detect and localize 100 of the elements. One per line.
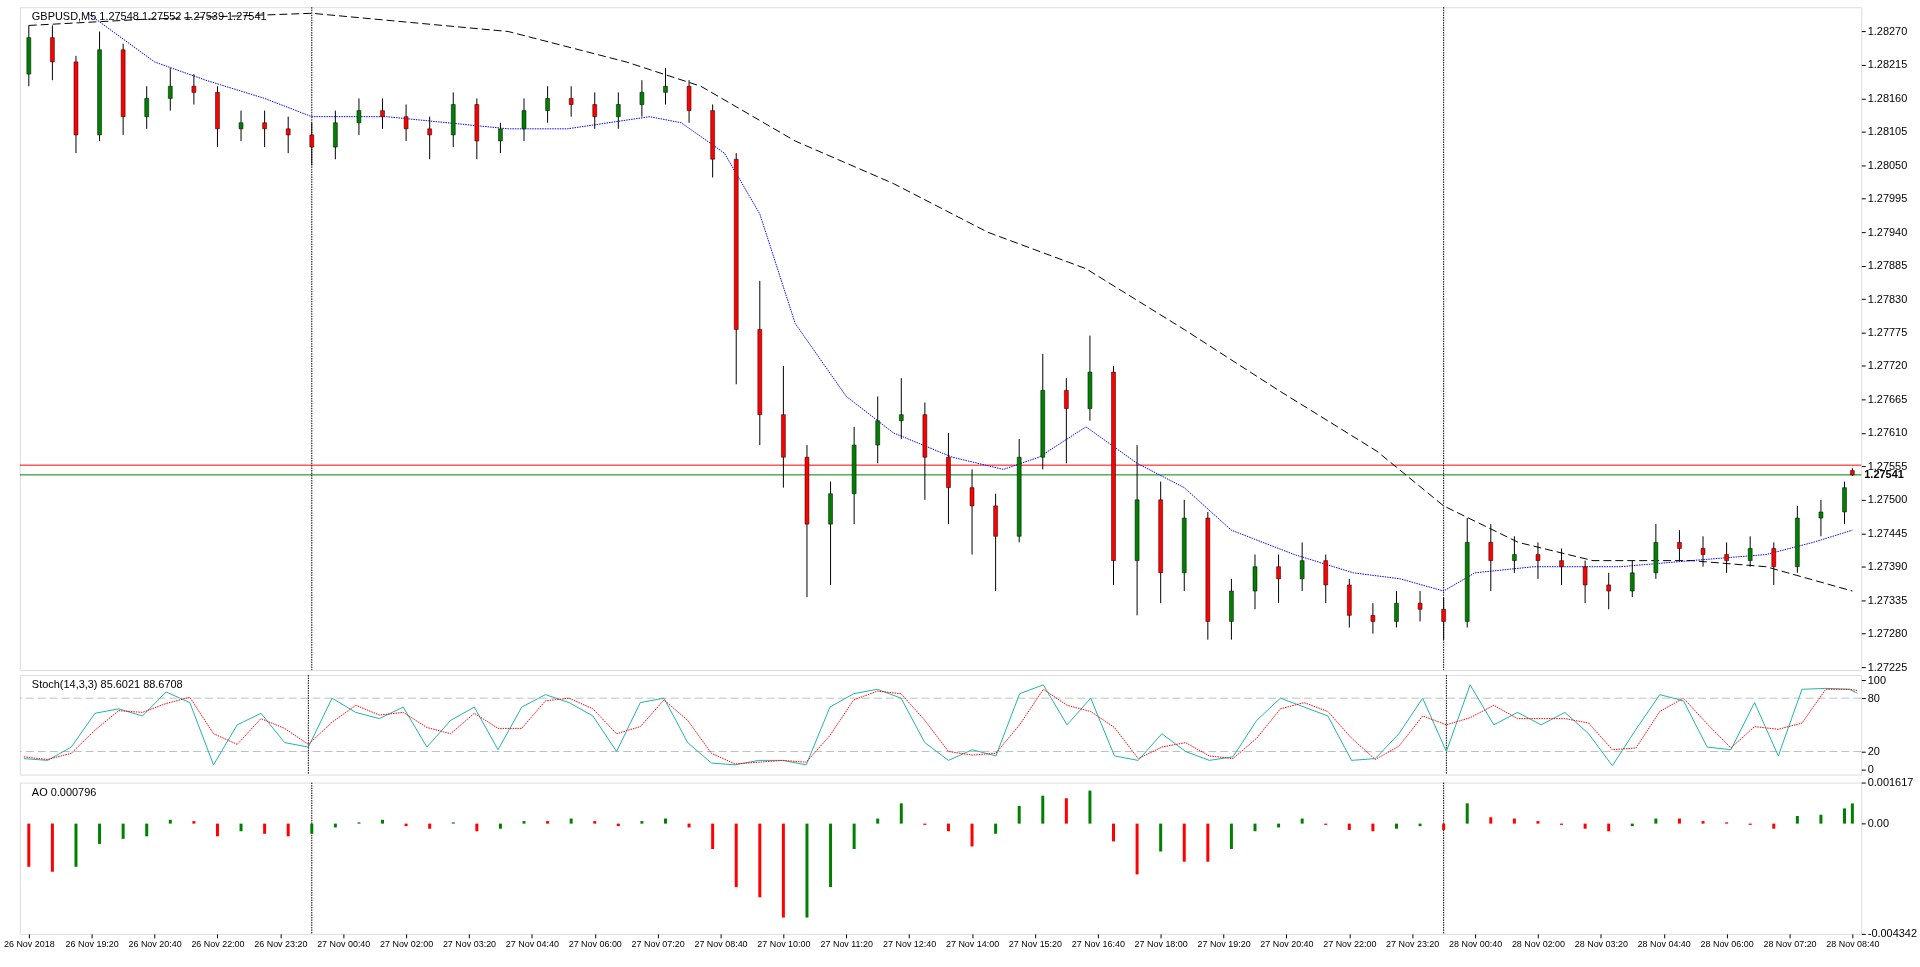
bar [263, 823, 267, 834]
candlestick [521, 97, 527, 142]
bar [546, 821, 550, 824]
bar [1394, 823, 1398, 829]
x-tick-label: 27 Nov 06:00 [568, 939, 622, 950]
candlestick [568, 85, 574, 118]
x-tick-label: 27 Nov 12:40 [883, 939, 937, 950]
x-tick-label: 27 Nov 20:40 [1260, 939, 1314, 950]
bar [1347, 823, 1351, 830]
bar [1112, 823, 1116, 842]
y-tick-label: 1.27665 [1867, 392, 1908, 405]
y-tick-label: 1.27500 [1867, 493, 1908, 506]
bar [239, 823, 243, 832]
bar [1300, 818, 1304, 824]
bar [781, 823, 785, 918]
y-tick-label: 0.001617 [1867, 776, 1914, 789]
y-tick-label: 1.27830 [1867, 292, 1908, 305]
bar [1654, 818, 1658, 824]
x-tick-label: 27 Nov 10:00 [757, 939, 811, 950]
candlestick [238, 110, 244, 142]
bar [428, 823, 432, 829]
bar [970, 823, 974, 847]
candlestick [1512, 535, 1517, 574]
y-tick-label: 0 [1867, 762, 1874, 775]
y-tick-label: 1.28105 [1867, 125, 1908, 138]
bar [121, 823, 125, 839]
bar [1701, 821, 1705, 824]
candlestick [1276, 554, 1281, 604]
chart-title: GBPUSD,M5 1.27548 1.27552 1.27539 1.27541 [31, 10, 267, 23]
bar [1843, 808, 1846, 824]
y-tick-label: 1.27280 [1867, 627, 1908, 640]
candlestick [1559, 547, 1564, 586]
x-tick-label: 26 Nov 23:20 [254, 939, 308, 950]
bar [27, 823, 31, 867]
bar [994, 823, 998, 834]
x-tick-label: 28 Nov 07:20 [1763, 939, 1817, 950]
bar [569, 818, 573, 824]
bar [946, 823, 950, 832]
bar [1064, 798, 1068, 824]
candlestick [1606, 572, 1611, 610]
candlestick [1417, 590, 1423, 622]
bar [1772, 823, 1776, 829]
bar [1041, 795, 1045, 824]
x-tick-label: 28 Nov 03:20 [1574, 939, 1628, 950]
bar [1850, 803, 1854, 824]
bar [663, 818, 667, 824]
x-tick-label: 27 Nov 02:00 [380, 939, 434, 950]
bar [876, 818, 880, 824]
x-tick-label: 28 Nov 02:00 [1511, 939, 1566, 950]
x-tick-label: 27 Nov 08:40 [694, 939, 748, 950]
bar [1607, 823, 1611, 832]
x-tick-label: 28 Nov 04:40 [1637, 939, 1691, 950]
y-tick-label: 1.27335 [1867, 593, 1908, 606]
y-tick-label: 1.28270 [1867, 25, 1908, 38]
candlestick [1724, 541, 1729, 574]
candlestick [285, 116, 291, 154]
bar [215, 823, 219, 837]
candlestick [1370, 602, 1376, 635]
y-tick-label: 1.27995 [1867, 192, 1908, 205]
x-tick-label: 27 Nov 00:40 [317, 939, 371, 950]
bar [475, 823, 479, 832]
y-tick-label: 1.27940 [1867, 225, 1908, 238]
x-tick-label: 28 Nov 08:40 [1826, 939, 1880, 950]
y-tick-label: 100 [1867, 673, 1886, 686]
y-tick-label: 0.00 [1867, 817, 1890, 830]
candlestick [1818, 499, 1824, 537]
bar [593, 821, 597, 824]
candlestick [592, 91, 597, 130]
candlestick [498, 122, 503, 154]
x-tick-label: 26 Nov 2018 [3, 939, 55, 950]
x-tick-label: 27 Nov 04:40 [505, 939, 559, 950]
bar [711, 823, 715, 850]
bar [1371, 823, 1375, 832]
y-tick-label: 1.27610 [1867, 426, 1908, 439]
candlestick [168, 67, 173, 112]
y-tick-label: 80 [1867, 691, 1880, 704]
bar [805, 823, 809, 918]
candlestick [1582, 560, 1588, 604]
bar [1512, 818, 1516, 824]
x-tick-label: 27 Nov 19:20 [1197, 939, 1251, 950]
candlestick [1747, 535, 1753, 568]
candlestick [1771, 541, 1777, 586]
x-tick-label: 27 Nov 16:40 [1071, 939, 1125, 950]
candlestick [191, 73, 197, 106]
bar [1088, 790, 1092, 824]
candlestick [1630, 560, 1635, 598]
bar [899, 803, 903, 824]
bar [852, 823, 856, 850]
candlestick [616, 91, 621, 130]
candlestick [899, 377, 904, 440]
x-tick-label: 26 Nov 20:40 [128, 939, 182, 950]
x-tick-label: 27 Nov 07:20 [631, 939, 685, 950]
candlestick [356, 97, 362, 136]
bar [1465, 803, 1469, 824]
x-tick-label: 28 Nov 00:40 [1448, 939, 1503, 950]
bar [758, 823, 762, 898]
bar [1017, 805, 1021, 824]
bar [381, 819, 385, 824]
x-tick-label: 27 Nov 14:00 [945, 939, 1000, 950]
candlestick [1535, 541, 1541, 580]
